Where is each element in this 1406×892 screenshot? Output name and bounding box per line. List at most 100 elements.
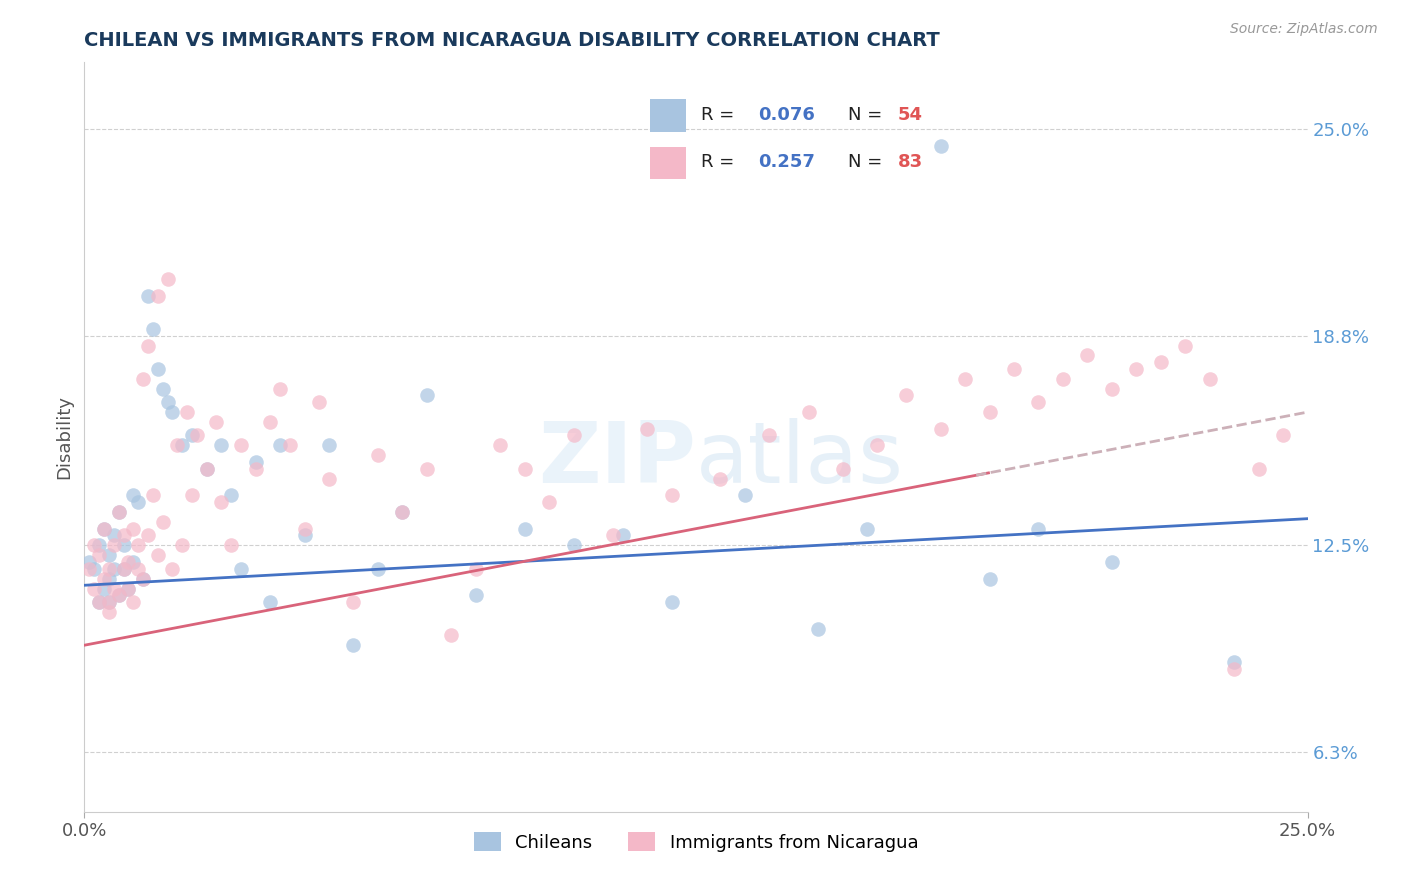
Legend: Chileans, Immigrants from Nicaragua: Chileans, Immigrants from Nicaragua [467, 825, 925, 859]
Point [259, 595, 281, 609]
Point [83, 561, 105, 575]
Point [734, 488, 756, 502]
Text: ZIP: ZIP [538, 418, 696, 501]
Point [1052, 372, 1074, 386]
Point [229, 561, 252, 575]
Point [1223, 655, 1246, 669]
Point [117, 582, 139, 596]
Point [929, 138, 952, 153]
Point [758, 428, 780, 442]
Point [122, 488, 145, 502]
Point [87, 595, 110, 609]
Point [122, 522, 145, 536]
Point [513, 522, 536, 536]
Point [97, 572, 120, 586]
Point [107, 588, 129, 602]
Point [112, 528, 135, 542]
Point [367, 561, 389, 575]
Point [195, 461, 218, 475]
Point [1174, 338, 1197, 352]
Point [97, 595, 120, 609]
Point [162, 561, 184, 575]
Point [122, 595, 145, 609]
Point [127, 495, 149, 509]
Point [1150, 355, 1173, 369]
Point [103, 528, 125, 542]
Point [127, 561, 149, 575]
Point [294, 528, 316, 542]
Point [152, 382, 174, 396]
Text: 83: 83 [898, 153, 922, 170]
Point [146, 361, 169, 376]
Point [797, 405, 820, 419]
Point [83, 582, 105, 596]
Point [318, 438, 340, 452]
Point [259, 415, 281, 429]
Point [107, 588, 129, 602]
Point [93, 522, 115, 536]
Text: 0.257: 0.257 [758, 153, 815, 170]
Point [661, 595, 683, 609]
Point [156, 395, 179, 409]
Point [209, 495, 232, 509]
Point [342, 595, 364, 609]
Text: Source: ZipAtlas.com: Source: ZipAtlas.com [1230, 22, 1378, 37]
Point [112, 561, 135, 575]
Text: R =: R = [700, 153, 740, 170]
Point [219, 538, 242, 552]
Point [979, 572, 1001, 586]
Point [152, 515, 174, 529]
Point [602, 528, 624, 542]
Point [172, 538, 194, 552]
Point [464, 561, 486, 575]
Point [97, 549, 120, 563]
Point [391, 505, 413, 519]
Point [136, 528, 159, 542]
Point [93, 522, 115, 536]
Point [103, 582, 125, 596]
Point [612, 528, 634, 542]
Point [142, 488, 165, 502]
Point [132, 372, 155, 386]
Point [181, 428, 204, 442]
Point [107, 505, 129, 519]
Point [979, 405, 1001, 419]
Point [112, 561, 135, 575]
Point [186, 428, 208, 442]
Text: 0.076: 0.076 [758, 106, 815, 124]
Point [146, 288, 169, 302]
Point [107, 505, 129, 519]
Point [896, 388, 918, 402]
Point [229, 438, 252, 452]
Point [97, 595, 120, 609]
Point [136, 288, 159, 302]
Point [538, 495, 561, 509]
Point [342, 638, 364, 652]
Point [416, 388, 439, 402]
Point [562, 538, 585, 552]
Point [1272, 428, 1295, 442]
Text: N =: N = [848, 106, 887, 124]
Point [195, 461, 218, 475]
Point [929, 422, 952, 436]
Point [117, 555, 139, 569]
Point [132, 572, 155, 586]
Point [1125, 361, 1147, 376]
Point [269, 382, 291, 396]
Point [83, 538, 105, 552]
Point [166, 438, 188, 452]
Point [661, 488, 683, 502]
Point [93, 582, 115, 596]
Point [1223, 661, 1246, 675]
Text: atlas: atlas [696, 418, 904, 501]
Point [97, 561, 120, 575]
Point [219, 488, 242, 502]
Point [205, 415, 228, 429]
Point [1198, 372, 1220, 386]
Point [122, 555, 145, 569]
Point [953, 372, 976, 386]
Point [162, 405, 184, 419]
Point [562, 428, 585, 442]
Y-axis label: Disability: Disability [55, 395, 73, 479]
FancyBboxPatch shape [651, 146, 686, 179]
